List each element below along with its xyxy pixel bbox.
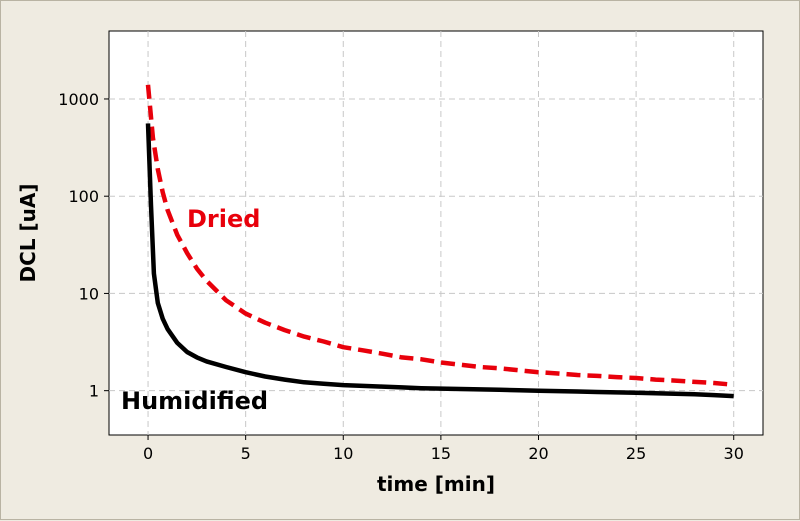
y-tick-label: 10 [79,284,99,303]
series-layer [145,84,734,399]
x-tick-label: 0 [143,444,153,463]
y-tick-label: 1 [89,382,99,401]
y-tick-label: 1000 [58,90,99,109]
x-axis-label: time [min] [377,472,495,496]
y-axis-ticks: 1 10 100 1000 [58,90,109,401]
grid-lines [109,31,763,435]
x-tick-label: 25 [626,444,646,463]
x-tick-label: 5 [241,444,251,463]
y-axis-label: DCL [uA] [16,184,40,283]
x-axis-ticks: 0 5 10 15 20 25 30 [143,435,744,463]
x-tick-label: 30 [724,444,744,463]
x-tick-label: 15 [431,444,451,463]
y-tick-label: 100 [68,187,99,206]
x-tick-label: 20 [528,444,548,463]
series-line-humidified [145,123,734,399]
series-line-dried [145,84,734,388]
plot-area [108,30,764,436]
series-label-humidified: Humidified [121,387,268,415]
x-tick-label: 10 [333,444,353,463]
series-label-dried: Dried [187,205,260,233]
